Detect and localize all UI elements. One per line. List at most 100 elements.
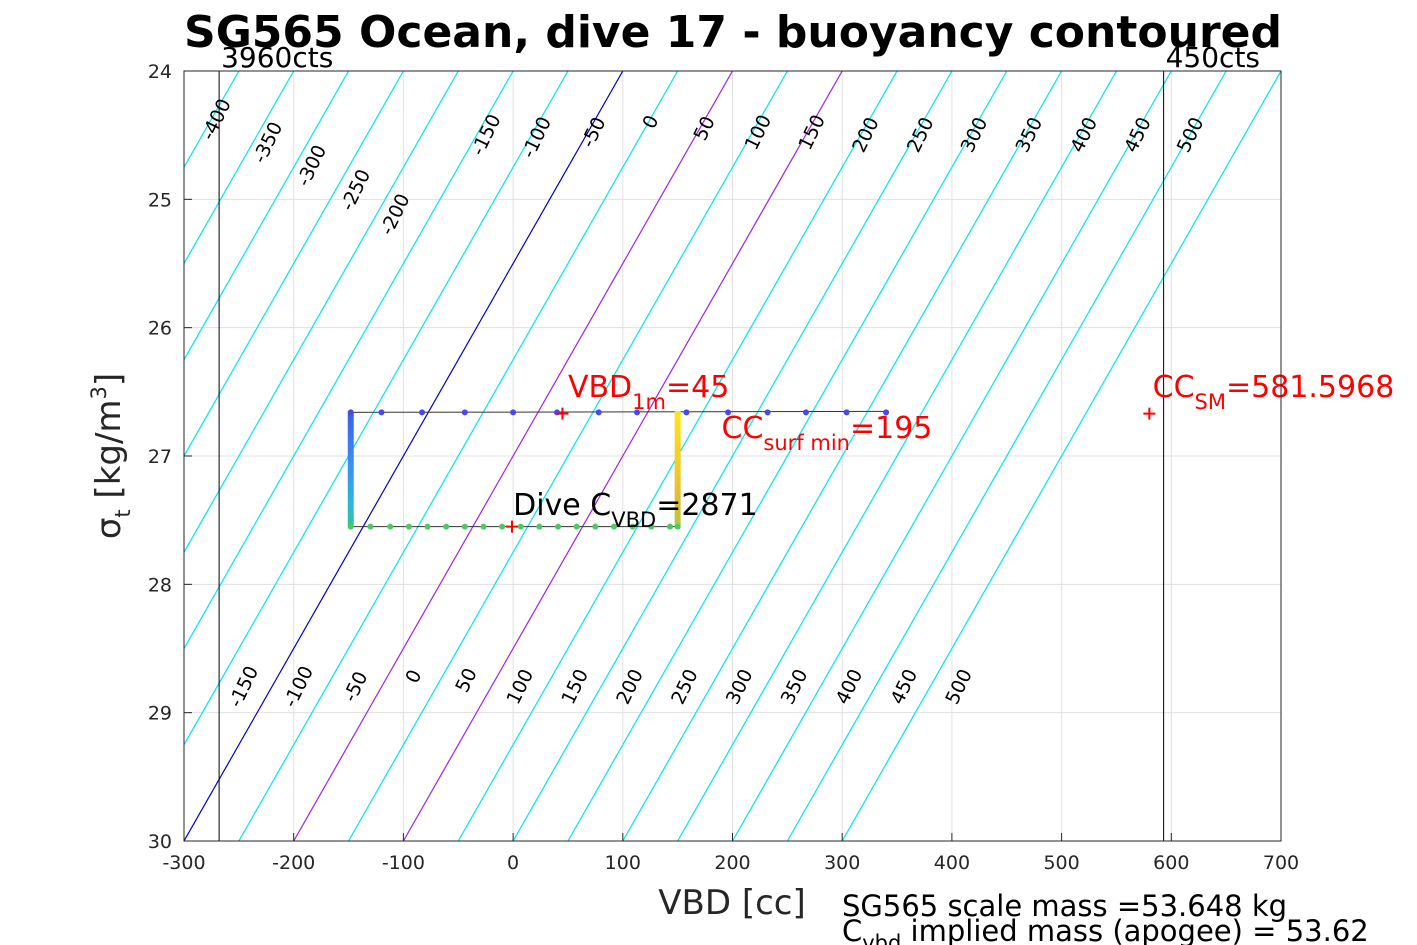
contour-label: -50	[339, 668, 372, 706]
surface-point	[419, 409, 426, 416]
marker-plus	[506, 520, 519, 533]
bottom-point	[499, 523, 506, 530]
contour-label: 50	[451, 665, 481, 696]
contour-line	[567, 71, 1008, 841]
surface-point	[634, 409, 641, 416]
markers	[506, 407, 1156, 533]
annotation-label: Dive CVBD=2871	[513, 488, 758, 532]
x-tick-label: 500	[1043, 852, 1079, 874]
surface-point	[595, 409, 602, 416]
contour-line	[184, 71, 404, 458]
footer-implied-mass: Cvbd implied mass (apogee) = 53.62	[842, 914, 1369, 945]
contour-line	[184, 71, 350, 361]
contour-label: 200	[612, 666, 648, 708]
annotation-label: VBD1m=45	[568, 370, 729, 414]
contour-label: 300	[957, 114, 993, 156]
ascent-segment	[674, 411, 681, 527]
chart-title: SG565 Ocean, dive 17 - buoyancy contoure…	[184, 7, 1282, 58]
bottom-point	[674, 523, 681, 530]
bottom-point	[424, 523, 431, 530]
x-tick-label: 600	[1153, 852, 1189, 874]
bottom-point	[536, 523, 543, 530]
surface-point	[683, 409, 690, 416]
x-tick-label: 400	[934, 852, 970, 874]
contour-label: -50	[577, 114, 610, 152]
bottom-point	[480, 523, 487, 530]
contour-label: 350	[1012, 114, 1048, 156]
contour-label: 0	[401, 666, 426, 687]
contour-line	[238, 71, 679, 841]
vbd-limit-lines: 3960cts 450cts	[218, 41, 1260, 841]
contour-label: 100	[741, 111, 777, 153]
x-tick-label: 200	[714, 852, 750, 874]
contour-label: 450	[886, 666, 922, 708]
contour-label: 250	[903, 114, 939, 156]
descent-segment	[347, 412, 354, 527]
contour-line	[184, 71, 624, 841]
y-tick-label: 29	[148, 703, 172, 725]
bottom-point	[648, 523, 655, 530]
y-tick-label: 25	[148, 189, 172, 211]
contour-label: 100	[502, 666, 538, 708]
bottom-point	[517, 523, 524, 530]
surface-point	[510, 409, 517, 416]
y-axis-label: σt [kg/m3]	[87, 373, 135, 539]
bottom-point	[629, 523, 636, 530]
contour-line	[184, 71, 295, 265]
bottom-point	[387, 523, 394, 530]
contour-label: -250	[336, 166, 375, 214]
contour-line	[293, 71, 734, 841]
footer-scale-mass: SG565 scale mass =53.648 kg	[842, 889, 1287, 923]
contour-label: -400	[197, 95, 236, 143]
y-tick-label: 30	[148, 831, 172, 853]
x-tick-label: 300	[824, 852, 860, 874]
contour-label: 150	[557, 666, 593, 708]
surface-point	[843, 409, 850, 416]
contour-label: -100	[279, 663, 318, 711]
contour-line	[677, 71, 1117, 841]
bottom-point	[666, 523, 673, 530]
bottom-point	[405, 523, 412, 530]
y-tick-label: 27	[148, 446, 172, 468]
y-axis-ticks: 24 25 26 27 28 29 30	[148, 61, 192, 853]
contour-label: 300	[722, 666, 758, 708]
annotation-label: CCsurf min=195	[722, 411, 933, 455]
dive-tracks	[347, 409, 890, 530]
surface-point	[883, 409, 890, 416]
x-tick-label: -300	[162, 852, 205, 874]
contour-label: -150	[225, 663, 264, 711]
contour-label: 400	[832, 666, 868, 708]
contour-label: -150	[467, 111, 506, 159]
bottom-point	[461, 523, 468, 530]
surface-point	[764, 409, 771, 416]
contour-label: -350	[249, 118, 288, 166]
contour-line	[184, 71, 514, 650]
x-tick-label: 700	[1263, 852, 1299, 874]
y-tick-label: 26	[148, 318, 172, 340]
contour-label: -300	[293, 142, 332, 190]
x-tick-label: 0	[507, 852, 519, 874]
bottom-point	[367, 523, 374, 530]
x-axis-label: VBD [cc]	[658, 883, 806, 923]
contour-line	[184, 71, 459, 554]
contour-label: 0	[638, 112, 663, 133]
contour-line	[841, 71, 1281, 841]
surface-point	[802, 409, 809, 416]
y-tick-label: 28	[148, 574, 172, 596]
contour-label: 350	[777, 666, 813, 708]
contour-label: 500	[941, 666, 977, 708]
contour-line	[348, 71, 788, 841]
bottom-point	[611, 523, 618, 530]
contour-label: 450	[1120, 114, 1156, 156]
marker-plus	[1143, 407, 1156, 420]
contour-line	[622, 71, 1063, 841]
surface-point	[725, 409, 732, 416]
marker-plus	[556, 407, 569, 420]
x-tick-label: -100	[382, 852, 425, 874]
bottom-point	[555, 523, 562, 530]
surface-point	[347, 409, 354, 416]
contour-label: -200	[376, 190, 415, 238]
x-tick-label: 100	[605, 852, 641, 874]
x-tick-label: -200	[272, 852, 315, 874]
